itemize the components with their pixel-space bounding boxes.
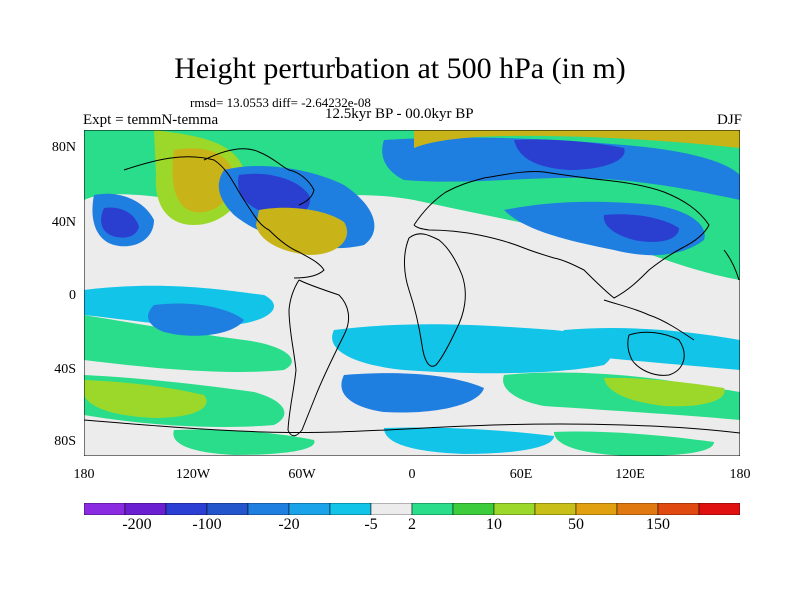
colorbar-label: -5 <box>364 516 378 533</box>
contour-region <box>84 380 207 418</box>
colorbar-swatch <box>534 503 577 515</box>
contour-region <box>384 427 554 454</box>
height-perturbation-map <box>84 130 740 456</box>
colorbar-swatch <box>288 503 331 515</box>
colorbar-label: 50 <box>568 516 584 533</box>
lon-label-120e: 120E <box>615 467 645 482</box>
colorbar <box>84 503 740 515</box>
lat-label-0: 0 <box>69 288 76 303</box>
contour-region <box>554 431 714 456</box>
colorbar-swatch <box>124 503 167 515</box>
colorbar-label: -20 <box>278 516 300 533</box>
colorbar-swatch <box>411 503 454 515</box>
period-label: 12.5kyr BP - 00.0kyr BP <box>325 106 474 122</box>
colorbar-swatch <box>698 503 740 515</box>
lat-label-40s: 40S <box>54 362 76 377</box>
colorbar-swatch <box>493 503 536 515</box>
colorbar-swatch <box>206 503 249 515</box>
contour-fields <box>84 130 740 456</box>
colorbar-swatch <box>84 503 126 515</box>
colorbar-swatch <box>452 503 495 515</box>
lon-label-60e: 60E <box>509 467 533 482</box>
colorbar-swatch <box>575 503 618 515</box>
contour-region <box>332 324 612 374</box>
lon-label-180e: 180 <box>729 467 751 482</box>
colorbar-swatch <box>247 503 290 515</box>
contour-region <box>514 139 625 170</box>
experiment-label: Expt = temmN-temma <box>83 112 219 128</box>
lat-label-80s: 80S <box>54 434 76 449</box>
contour-region <box>341 373 484 413</box>
contour-region <box>101 207 139 238</box>
colorbar-swatch <box>657 503 700 515</box>
lon-label-180w: 180 <box>73 467 95 482</box>
lon-label-120w: 120W <box>175 467 211 482</box>
colorbar-label: 10 <box>486 516 502 533</box>
colorbar-label: 150 <box>646 516 670 533</box>
stats-text: rmsd= 13.0553 diff= -2.64232e-08 <box>190 95 371 110</box>
contour-region <box>603 214 679 242</box>
colorbar-swatch <box>370 503 413 515</box>
season-label: DJF <box>716 112 742 128</box>
colorbar-swatch <box>165 503 208 515</box>
lon-label-60w: 60W <box>288 467 316 482</box>
lat-label-40n: 40N <box>51 215 76 230</box>
contour-region <box>414 130 740 148</box>
map-title: Height perturbation at 500 hPa (in m) <box>174 52 626 85</box>
contour-region <box>172 148 234 213</box>
colorbar-swatch <box>616 503 659 515</box>
contour-region <box>256 207 348 255</box>
colorbar-label: 2 <box>408 516 416 533</box>
contour-region <box>559 328 740 370</box>
contour-region <box>604 377 725 407</box>
coastlines <box>84 148 740 437</box>
contour-region <box>148 303 244 336</box>
lat-label-80n: 80N <box>51 140 76 155</box>
contour-region <box>84 315 292 372</box>
colorbar-label: -200 <box>122 516 152 533</box>
colorbar-swatch <box>329 503 372 515</box>
lon-label-0: 0 <box>408 467 416 482</box>
contour-region <box>173 429 315 455</box>
colorbar-label: -100 <box>192 516 222 533</box>
contour-region <box>238 173 310 217</box>
